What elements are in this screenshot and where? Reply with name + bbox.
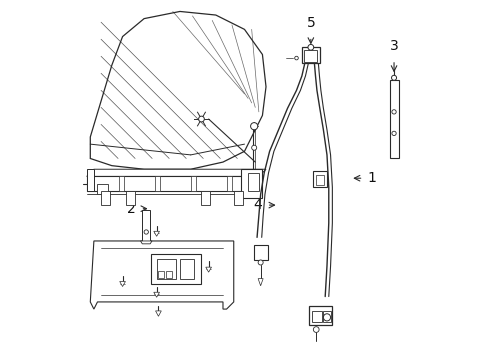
Circle shape xyxy=(391,110,395,114)
Polygon shape xyxy=(205,267,211,272)
Bar xyxy=(254,245,267,260)
Circle shape xyxy=(323,314,330,321)
Text: 3: 3 xyxy=(389,39,398,53)
Bar xyxy=(180,259,194,279)
Bar xyxy=(126,191,135,205)
Polygon shape xyxy=(86,169,94,191)
Bar xyxy=(156,259,176,279)
Bar xyxy=(165,271,172,278)
Bar xyxy=(301,47,319,63)
Circle shape xyxy=(144,230,148,234)
Circle shape xyxy=(258,260,263,265)
Bar xyxy=(226,176,231,191)
Bar xyxy=(97,184,108,194)
Circle shape xyxy=(251,145,256,150)
Bar xyxy=(142,211,150,241)
Polygon shape xyxy=(90,241,233,309)
Bar xyxy=(247,173,258,191)
Circle shape xyxy=(391,131,395,135)
Polygon shape xyxy=(140,241,152,244)
Polygon shape xyxy=(86,169,265,176)
Bar xyxy=(313,171,326,187)
Bar xyxy=(315,175,324,185)
Text: 1: 1 xyxy=(366,171,375,185)
Text: 4: 4 xyxy=(253,198,262,212)
Text: 5: 5 xyxy=(306,16,315,30)
Bar xyxy=(201,191,210,205)
Circle shape xyxy=(250,123,257,130)
Circle shape xyxy=(307,44,313,50)
Bar xyxy=(86,176,258,191)
Circle shape xyxy=(294,56,298,60)
Polygon shape xyxy=(153,292,159,297)
Bar xyxy=(311,311,321,322)
Text: 2: 2 xyxy=(127,202,136,216)
Bar xyxy=(101,191,110,205)
Bar xyxy=(155,176,160,191)
Circle shape xyxy=(391,75,396,80)
Bar xyxy=(190,176,196,191)
Bar xyxy=(233,191,242,205)
Bar xyxy=(241,169,262,198)
Bar xyxy=(308,306,332,325)
Polygon shape xyxy=(90,12,265,169)
Circle shape xyxy=(313,327,319,332)
Bar xyxy=(323,311,330,322)
Bar xyxy=(389,80,398,158)
Bar xyxy=(119,176,124,191)
Polygon shape xyxy=(258,279,263,286)
Bar xyxy=(158,271,164,278)
Bar xyxy=(151,253,201,284)
Circle shape xyxy=(198,116,204,122)
Bar xyxy=(304,50,317,62)
Polygon shape xyxy=(155,311,161,316)
Polygon shape xyxy=(153,231,159,236)
Polygon shape xyxy=(120,282,125,287)
